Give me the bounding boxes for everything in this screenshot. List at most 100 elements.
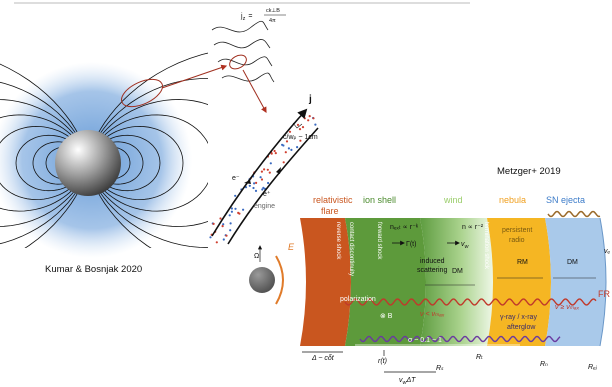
particle	[222, 225, 224, 227]
particle	[285, 151, 287, 153]
metzger-figure: Metzger+ 2019 engine relativistic flare …	[249, 166, 611, 386]
positron-label: e⁺	[263, 190, 271, 198]
wind-width-rest: ΔT	[405, 377, 416, 384]
rm-label: RM	[517, 259, 528, 266]
polarization-label: polarization	[340, 296, 376, 303]
afterglow-label: afterglow	[507, 324, 536, 331]
particle	[229, 229, 231, 231]
particle	[312, 117, 314, 119]
wavy-line	[212, 21, 268, 32]
wavy-line	[218, 57, 272, 66]
radio-label: persistent	[502, 227, 532, 234]
radius-label: r(t)	[378, 358, 387, 365]
particle	[299, 128, 301, 130]
layer-label: nebula	[499, 195, 526, 205]
layer-label: ion shell	[363, 195, 396, 205]
particle	[283, 161, 285, 163]
wind-density: n ∝ r⁻²	[462, 224, 484, 231]
particle	[309, 115, 311, 117]
particle	[270, 162, 272, 164]
shock-label: reverse shock	[335, 222, 341, 260]
engine-star	[249, 267, 275, 293]
dm-ejecta: DM	[567, 259, 578, 266]
frb-label: FR	[598, 289, 610, 299]
formula: jz=	[240, 13, 252, 22]
particle	[261, 171, 263, 173]
scattering-label: induced	[420, 258, 445, 265]
particle	[307, 119, 309, 121]
particle	[209, 236, 211, 238]
dm-wind: DM	[452, 268, 463, 275]
field-label: ⊗ B	[380, 313, 393, 320]
particle	[229, 214, 231, 216]
layer-label: flare	[321, 206, 339, 216]
lorentz-label: Γ(t)	[406, 241, 416, 248]
page: FRB models figure html, body { margin: 0…	[0, 0, 612, 387]
neutron-star	[55, 130, 121, 196]
formula-eq: =	[248, 13, 252, 20]
electron-label: e⁻	[232, 175, 240, 182]
shock-label: termination shock	[483, 222, 489, 270]
r-ej: Rₑⱼ	[588, 364, 598, 371]
particle	[238, 213, 240, 215]
band-wind	[420, 218, 493, 346]
particle	[222, 223, 224, 225]
zoom-arrow	[162, 66, 226, 88]
zoom-arrow	[243, 70, 266, 112]
particle	[219, 217, 221, 219]
formula-sub: z	[243, 16, 246, 22]
particle	[289, 131, 291, 133]
scattering-label: scattering	[417, 267, 447, 274]
caption: Kumar & Bosnjak 2020	[45, 264, 142, 275]
particle	[242, 209, 244, 211]
particle	[231, 207, 233, 209]
shock-label: contact discontinuity	[348, 222, 354, 276]
particle	[271, 153, 273, 155]
particle	[269, 172, 271, 174]
particle	[234, 195, 236, 197]
current-label: j	[308, 94, 312, 105]
particle	[290, 149, 292, 151]
sigma-label: σ ~ 0.1 − 1	[408, 337, 442, 344]
r-t: Rₜ	[476, 354, 483, 361]
ejecta-speed: vₑ	[604, 248, 611, 255]
particle	[274, 150, 276, 152]
afterglow-label: γ-ray / x-ray	[500, 314, 537, 321]
stream-arrow	[244, 180, 251, 184]
particle	[296, 146, 298, 148]
particle	[314, 124, 316, 126]
particle	[275, 152, 277, 154]
particle	[297, 124, 299, 126]
particle	[288, 147, 290, 149]
zoom-loop	[227, 52, 249, 71]
formula-numerator: ck⊥B	[266, 8, 280, 14]
r-s: Rₛ	[436, 365, 444, 372]
band-sn-ejecta	[545, 218, 606, 346]
particle	[261, 178, 263, 180]
band-ion-shell	[345, 218, 426, 346]
scale-label: c/wₚ ~ 1cm	[283, 134, 318, 141]
radio-wave	[548, 212, 600, 217]
particle	[231, 211, 233, 213]
stream-arrow	[276, 167, 281, 174]
layer-label: wind	[443, 195, 463, 205]
particle	[260, 176, 262, 178]
low-freq: ν < νₘₐₓ	[420, 311, 445, 318]
citation: Metzger+ 2019	[497, 166, 561, 177]
r-n: Rₙ	[540, 361, 548, 368]
spin-label: Ω	[254, 253, 259, 260]
engine-label: engine	[254, 203, 275, 210]
wind-width: vwΔT	[399, 377, 416, 386]
delta-label: Δ ~ cδt	[311, 355, 335, 362]
particle	[225, 235, 227, 237]
band-relativistic-flare	[300, 218, 351, 346]
particle	[304, 117, 306, 119]
particle	[267, 169, 269, 171]
particle	[267, 182, 269, 184]
particle	[234, 208, 236, 210]
stream-line	[212, 110, 306, 236]
shock-label: forward shock	[376, 222, 382, 260]
high-freq: ν ≥ νₘₐₓ	[555, 304, 580, 311]
ext-density: nₑₓₜ ∝ r⁻ᵏ	[390, 224, 419, 231]
particle	[230, 222, 232, 224]
